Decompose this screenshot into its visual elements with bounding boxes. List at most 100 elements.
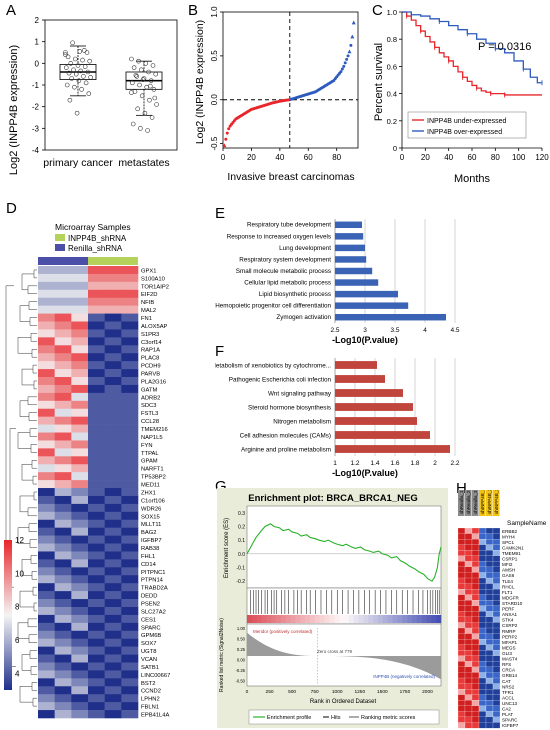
category-label-e-cats: Small molecule metabolic process [236,268,331,275]
gene-label-d: C1orf106 [141,498,165,504]
heatmap-cell-d [104,559,122,568]
heatmap-cell-d [121,638,139,647]
heatmap-cell-h [471,527,480,534]
axis-label-b-y: Log2 (INPP4B expression) [194,20,206,144]
heatmap-cell-d [38,273,55,283]
point-a [143,61,149,66]
heatmap-cell-h [478,527,487,534]
heatmap-cell-d [104,654,122,663]
heatmap-cell-h [471,600,480,607]
heatmap-cell-d [121,622,139,632]
heatmap-cell-d [121,495,139,505]
gene-label-d: PSEN2 [141,601,160,607]
heatmap-cell-d [104,384,122,394]
gene-label-d: SATB1 [141,665,159,671]
heatmap-cell-d [38,361,55,370]
heatmap-cell-d [104,591,122,600]
ranking-band-cell [363,615,369,623]
gene-label-d: PITPNC1 [141,570,165,576]
gene-label-d: SDC3 [141,403,156,409]
gsea-es-frame [246,505,442,589]
ranking-band-cell [431,615,437,623]
heatmap-cell-h [478,622,487,629]
point-a [86,91,92,96]
ranking-band-cell [407,615,413,623]
heatmap-cell-h [471,689,480,695]
heatmap-cell-h [457,533,466,540]
tick-label-g-x: 1500 [377,689,388,695]
heatmap-cell-d [71,662,89,671]
category-label-f-cats: Cell adhesion molecules (CAMs) [240,432,331,439]
panel-letter-a: A [6,2,17,19]
heatmap-cell-h [464,566,473,573]
ranking-band-cell [368,615,374,623]
heatmap-cell-h [485,655,494,662]
heatmap-cell-d [54,567,72,576]
tick-label-c-x: 80 [491,153,500,162]
heatmap-cell-d [121,567,139,576]
heatmap-cell-h [457,594,466,601]
point-a [68,61,74,66]
ranking-band-cell [421,615,427,623]
heatmap-cell-h [457,677,466,684]
tick-label-g-x: 1750 [400,689,411,695]
heatmap-cell-d [104,702,122,711]
ranking-band-cell [256,615,262,623]
heatmap-cell-d [38,638,55,647]
gene-label-d: IGFBP7 [141,538,162,544]
heatmap-cell-d [121,448,139,457]
heatmap-cell-d [88,377,105,386]
heatmap-cell-d [54,456,72,465]
heatmap-cell-d [71,408,89,417]
point-a [148,78,154,83]
heatmap-cell-h [457,650,466,657]
heatmap-cell-h [457,544,466,551]
heatmap-cell-d [88,289,105,299]
heatmap-cell-d [38,662,55,671]
ranking-band-cell [247,615,253,623]
heatmap-cell-h [492,611,501,618]
gene-label-d: GPM6B [141,633,161,639]
heatmap-cell-d [121,646,139,655]
point-a [64,82,70,88]
heatmap-cell-h [478,672,487,679]
heatmap-cell-d [121,503,139,513]
heatmap-cell-d [71,369,89,378]
heatmap-cell-h [492,527,501,534]
heatmap-cell-h [485,722,494,729]
heatmap-cell-h [492,572,501,579]
ranking-band-cell [295,615,301,623]
heatmap-cell-d [88,456,105,465]
heatmap-cell-h [457,661,466,668]
heatmap-cell-d [104,535,122,544]
heatmap-cell-h [492,694,501,701]
heatmap-cell-d [104,369,122,378]
gene-label-h: SPC1 [502,540,514,545]
heatmap-cell-d [121,686,139,695]
heatmap-cell-h [471,700,480,707]
category-label-f-cats: Pathogenic Escherichia coli infection [229,376,332,383]
heatmap-cell-d [88,591,105,600]
heatmap-cell-h [478,694,487,701]
heatmap-cell-h [478,544,487,551]
heatmap-cell-h [478,644,487,651]
point-a [134,74,140,79]
heatmap-cell-h [492,566,501,573]
heatmap-cell-d [71,313,89,322]
bar-e-bars [335,221,362,229]
point-a [150,63,156,68]
heatmap-cell-h [464,577,473,584]
heatmap-cell-d [121,511,139,521]
heatmap-cell-d [121,345,139,354]
heatmap-cell-d [104,662,122,671]
heatmap-cell-d [104,353,122,362]
heatmap-cell-d [71,670,89,679]
gene-label-h: GLI3 [502,651,512,656]
heatmap-cell-d [88,432,105,441]
heatmap-cell-d [104,440,122,449]
heatmap-cell-h [492,700,501,707]
axis-label-g-es: Enrichment score (ES) [224,518,230,578]
heatmap-cell-d [54,480,72,489]
heatmap-cell-d [71,266,89,275]
heatmap-cell-h [457,655,466,662]
